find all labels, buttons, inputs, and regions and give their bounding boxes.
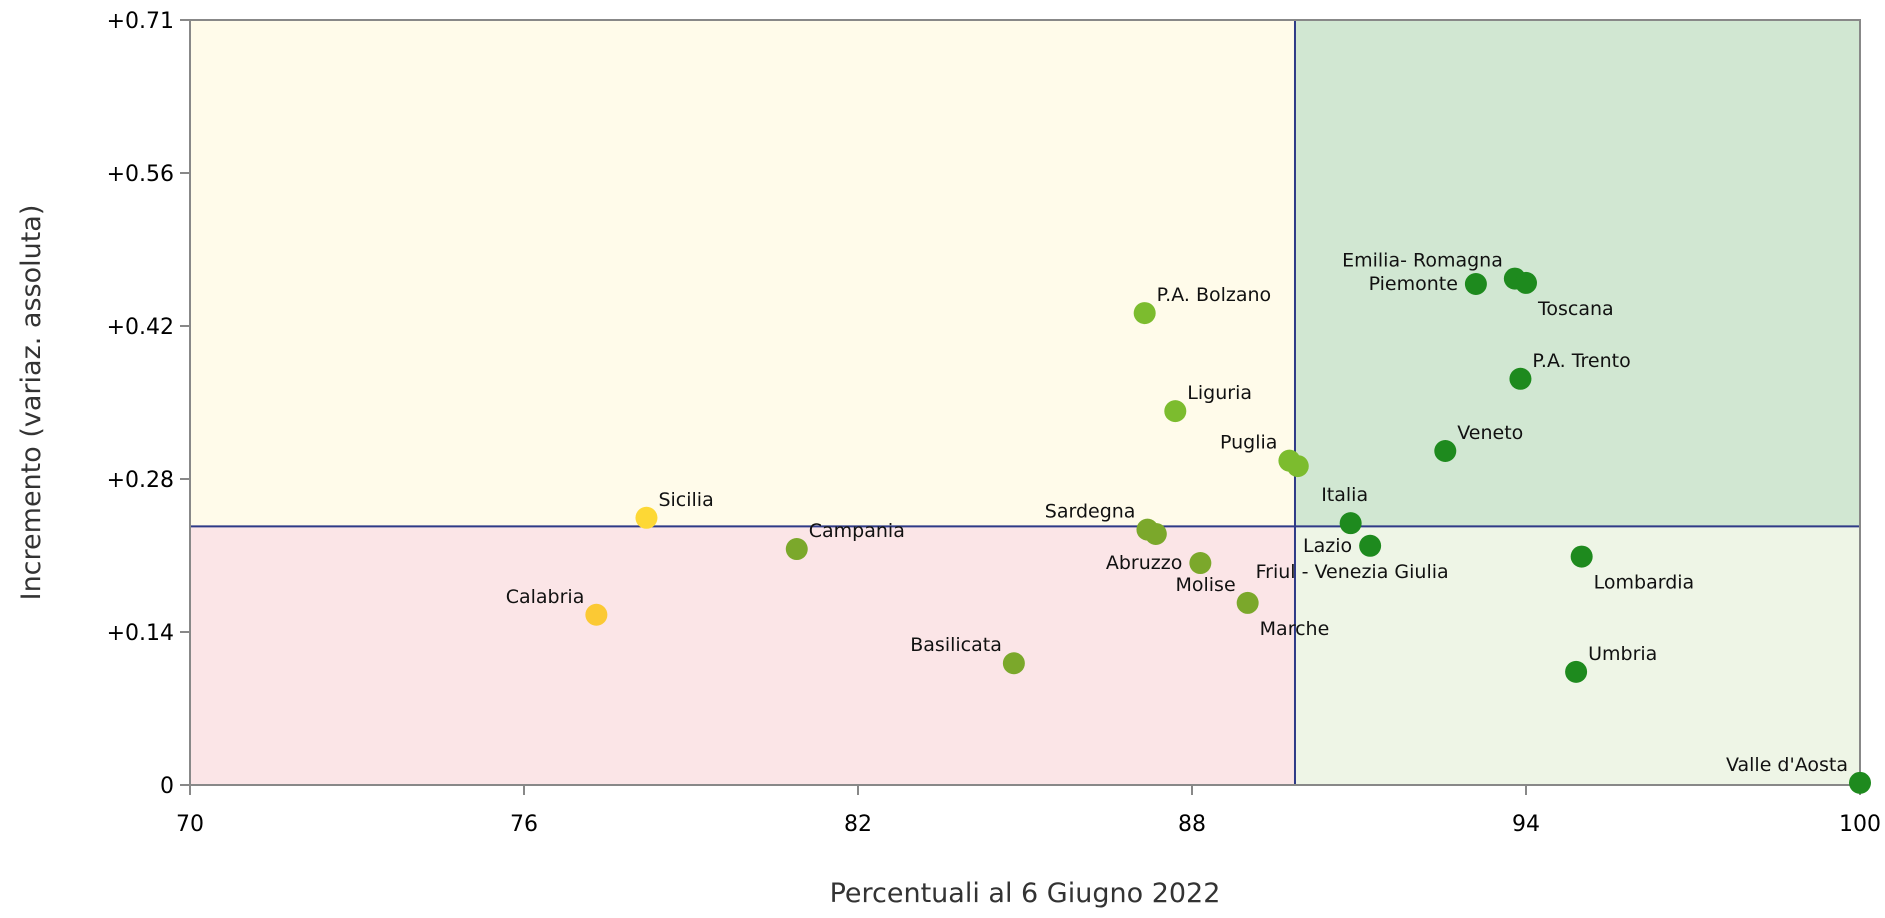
point-label: Calabria xyxy=(506,586,585,608)
data-point xyxy=(1515,271,1537,294)
point-label: Molise xyxy=(1175,574,1235,596)
point-label: Basilicata xyxy=(910,634,1002,656)
x-tick-label: 100 xyxy=(1839,812,1881,837)
point-label: Liguria xyxy=(1187,382,1252,404)
point-label: Italia xyxy=(1321,484,1368,506)
point-label: Umbria xyxy=(1588,643,1657,665)
point-label: P.A. Trento xyxy=(1532,350,1630,372)
data-point xyxy=(1002,652,1025,675)
data-point xyxy=(1144,522,1167,545)
x-tick-label: 94 xyxy=(1512,812,1540,837)
y-tick-label: 0 xyxy=(160,774,174,799)
data-point xyxy=(1189,552,1212,575)
x-tick-label: 76 xyxy=(510,812,538,837)
point-label: Toscana xyxy=(1537,298,1614,320)
point-label: Veneto xyxy=(1457,422,1523,444)
point-label: Piemonte xyxy=(1369,273,1458,295)
reference-lines xyxy=(190,20,1860,785)
x-axis-title: Percentuali al 6 Giugno 2022 xyxy=(830,878,1221,909)
data-point xyxy=(1565,660,1588,683)
data-point xyxy=(1236,591,1259,614)
data-point xyxy=(1464,272,1487,295)
y-tick-label: +0.42 xyxy=(107,315,174,340)
x-tick-label: 70 xyxy=(176,812,204,837)
y-tick-label: +0.28 xyxy=(107,468,174,493)
data-point xyxy=(1570,545,1593,568)
data-point xyxy=(1133,302,1156,325)
point-label: Abruzzo xyxy=(1106,552,1182,574)
data-points xyxy=(585,267,1871,794)
y-axis: 0 +0.14 +0.28 +0.42 +0.56 +0.71 xyxy=(107,9,190,799)
data-point xyxy=(585,603,608,626)
data-point xyxy=(1434,439,1457,462)
point-label: Friul - Venezia Giulia xyxy=(1256,561,1449,583)
y-axis-title: Incremento (variaz. assoluta) xyxy=(16,205,47,601)
data-point xyxy=(785,538,808,561)
x-tick-label: 88 xyxy=(1178,812,1206,837)
x-axis: 70 76 82 88 94 100 xyxy=(176,785,1881,837)
point-labels: Sicilia Calabria Campania Basilicata P.A. Bo… xyxy=(506,250,1848,776)
point-label: Sicilia xyxy=(658,489,713,511)
point-label: P.A. Bolzano xyxy=(1157,284,1272,306)
quadrant-bottom-left xyxy=(190,526,1295,785)
quadrant-bottom-right xyxy=(1294,526,1860,785)
point-label: Marche xyxy=(1260,618,1330,640)
quadrant-backgrounds xyxy=(190,20,1860,785)
data-point xyxy=(1509,367,1532,390)
x-tick-label: 82 xyxy=(844,812,872,837)
quadrant-top-left xyxy=(190,20,1295,527)
point-label: Lazio xyxy=(1303,535,1352,557)
plot-frame xyxy=(189,19,1861,786)
data-point xyxy=(1849,771,1871,794)
point-label: Valle d'Aosta xyxy=(1726,754,1848,776)
point-label: Sardegna xyxy=(1045,501,1136,523)
data-point xyxy=(635,506,658,529)
y-tick-label: +0.14 xyxy=(107,621,174,646)
point-label: Campania xyxy=(809,520,905,542)
data-point xyxy=(1339,512,1362,535)
point-label: Emilia- Romagna xyxy=(1342,250,1503,272)
point-label: Puglia xyxy=(1220,432,1277,454)
y-tick-label: +0.71 xyxy=(107,9,174,34)
quadrant-top-right xyxy=(1294,20,1860,527)
y-tick-label: +0.56 xyxy=(107,162,174,187)
data-point xyxy=(1286,455,1309,478)
point-label: Lombardia xyxy=(1594,572,1695,594)
data-point xyxy=(1359,534,1382,557)
data-point xyxy=(1164,400,1187,423)
